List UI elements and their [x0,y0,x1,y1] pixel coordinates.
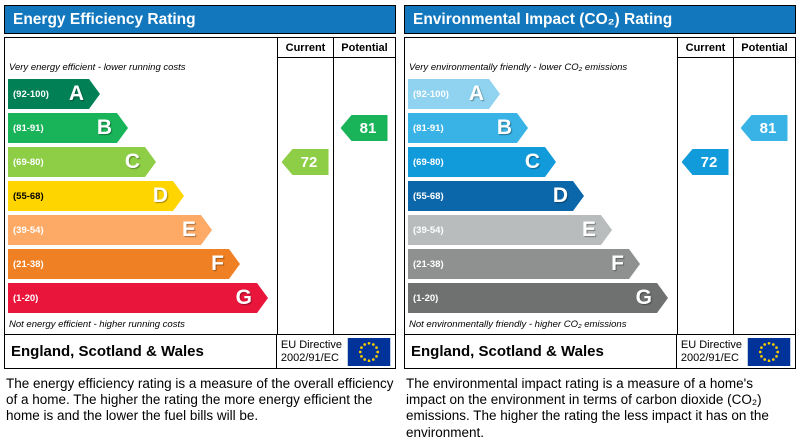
band-bar-f: (21-38) F [8,249,240,279]
eu-directive-text: EU Directive 2002/91/EC [680,338,742,364]
potential-column [733,58,795,334]
band-row-a: (92-100) A [5,77,277,111]
band-bar-d: (55-68) D [8,181,184,211]
band-letter: D [152,184,168,207]
band-bar-g: (1-20) G [8,283,268,313]
band-bar-b: (81-91) B [8,113,128,143]
band-range: (21-38) [13,258,44,270]
band-letter: E [181,218,196,241]
environmental-impact-panel: Environmental Impact (CO₂) Rating Curren… [404,5,796,441]
top-caption: Very energy efficient - lower running co… [9,62,186,73]
band-bar-a: (92-100) A [8,79,100,109]
band-row-d: (55-68) D [5,179,277,213]
band-range: (1-20) [13,292,39,304]
band-row-c: (69-80) C [5,145,277,179]
band-row-e: (39-54) E [405,213,677,247]
band-letter: B [496,116,512,139]
column-header-row: Current Potential [5,38,395,58]
potential-column [333,58,395,334]
band-row-g: (1-20) G [5,281,277,315]
eu-directive: EU Directive 2002/91/EC [675,335,795,368]
band-row-e: (39-54) E [5,213,277,247]
current-rating-arrow: 72 [681,149,729,175]
band-range: (69-80) [13,156,44,168]
band-letter: C [124,150,140,173]
current-column [277,58,333,334]
band-bar-c: (69-80) C [8,147,156,177]
band-range: (39-54) [13,224,44,236]
band-row-b: (81-91) B [405,111,677,145]
band-bar-a: (92-100) A [408,79,500,109]
band-range: (55-68) [13,190,44,202]
chart-footer: England, Scotland & Wales EU Directive 2… [405,334,795,368]
potential-rating-arrow: 81 [340,115,388,141]
eu-directive-text: EU Directive 2002/91/EC [280,338,342,364]
chart-body: Very energy efficient - lower running co… [5,58,395,334]
band-row-c: (69-80) C [405,145,677,179]
band-range: (92-100) [413,88,449,100]
band-letter: A [68,82,84,105]
band-letter: G [635,286,652,309]
band-bar-c: (69-80) C [408,147,556,177]
chart-footer: England, Scotland & Wales EU Directive 2… [5,334,395,368]
header-spacer [405,38,677,58]
bottom-caption: Not environmentally friendly - higher CO… [409,319,627,330]
bottom-caption: Not energy efficient - higher running co… [9,319,185,330]
current-column [677,58,733,334]
band-letter: D [552,184,568,207]
band-letter: B [96,116,112,139]
band-range: (69-80) [413,156,444,168]
energy-efficiency-title: Energy Efficiency Rating [4,5,396,34]
band-letter: F [211,252,224,275]
energy-efficiency-panel: Energy Efficiency Rating Current Potenti… [4,5,396,441]
energy-efficiency-chart: Current Potential Very energy efficient … [4,37,396,369]
band-row-b: (81-91) B [5,111,277,145]
band-letter: E [581,218,596,241]
band-bar-f: (21-38) F [408,249,640,279]
band-letter: G [235,286,252,309]
current-column-header: Current [677,38,733,58]
band-bar-e: (39-54) E [408,215,612,245]
band-range: (81-91) [13,122,44,134]
region-label: England, Scotland & Wales [11,343,204,360]
band-row-f: (21-38) F [5,247,277,281]
potential-column-header: Potential [733,38,795,58]
chart-body: Very environmentally friendly - lower CO… [405,58,795,334]
eu-flag-icon [747,337,791,366]
environmental-impact-title: Environmental Impact (CO₂) Rating [404,5,796,34]
band-row-a: (92-100) A [405,77,677,111]
region-label: England, Scotland & Wales [411,343,604,360]
band-range: (39-54) [413,224,444,236]
band-row-g: (1-20) G [405,281,677,315]
band-range: (21-38) [413,258,444,270]
potential-rating-arrow: 81 [740,115,788,141]
column-header-row: Current Potential [405,38,795,58]
top-caption: Very environmentally friendly - lower CO… [409,62,628,73]
band-row-f: (21-38) F [405,247,677,281]
header-spacer [5,38,277,58]
energy-efficiency-description: The energy efficiency rating is a measur… [6,376,394,424]
band-bar-e: (39-54) E [8,215,212,245]
band-letter: F [611,252,624,275]
eu-directive: EU Directive 2002/91/EC [275,335,395,368]
band-letter: A [468,82,484,105]
band-range: (55-68) [413,190,444,202]
band-bar-g: (1-20) G [408,283,668,313]
environmental-impact-description: The environmental impact rating is a mea… [406,376,769,440]
potential-column-header: Potential [333,38,395,58]
environmental-impact-chart: Current Potential Very environmentally f… [404,37,796,369]
band-bar-d: (55-68) D [408,181,584,211]
band-row-d: (55-68) D [405,179,677,213]
band-bar-b: (81-91) B [408,113,528,143]
band-range: (81-91) [413,122,444,134]
current-rating-arrow: 72 [281,149,329,175]
current-column-header: Current [277,38,333,58]
eu-flag-icon [347,337,391,366]
band-letter: C [524,150,540,173]
band-range: (1-20) [413,292,439,304]
band-range: (92-100) [13,88,49,100]
